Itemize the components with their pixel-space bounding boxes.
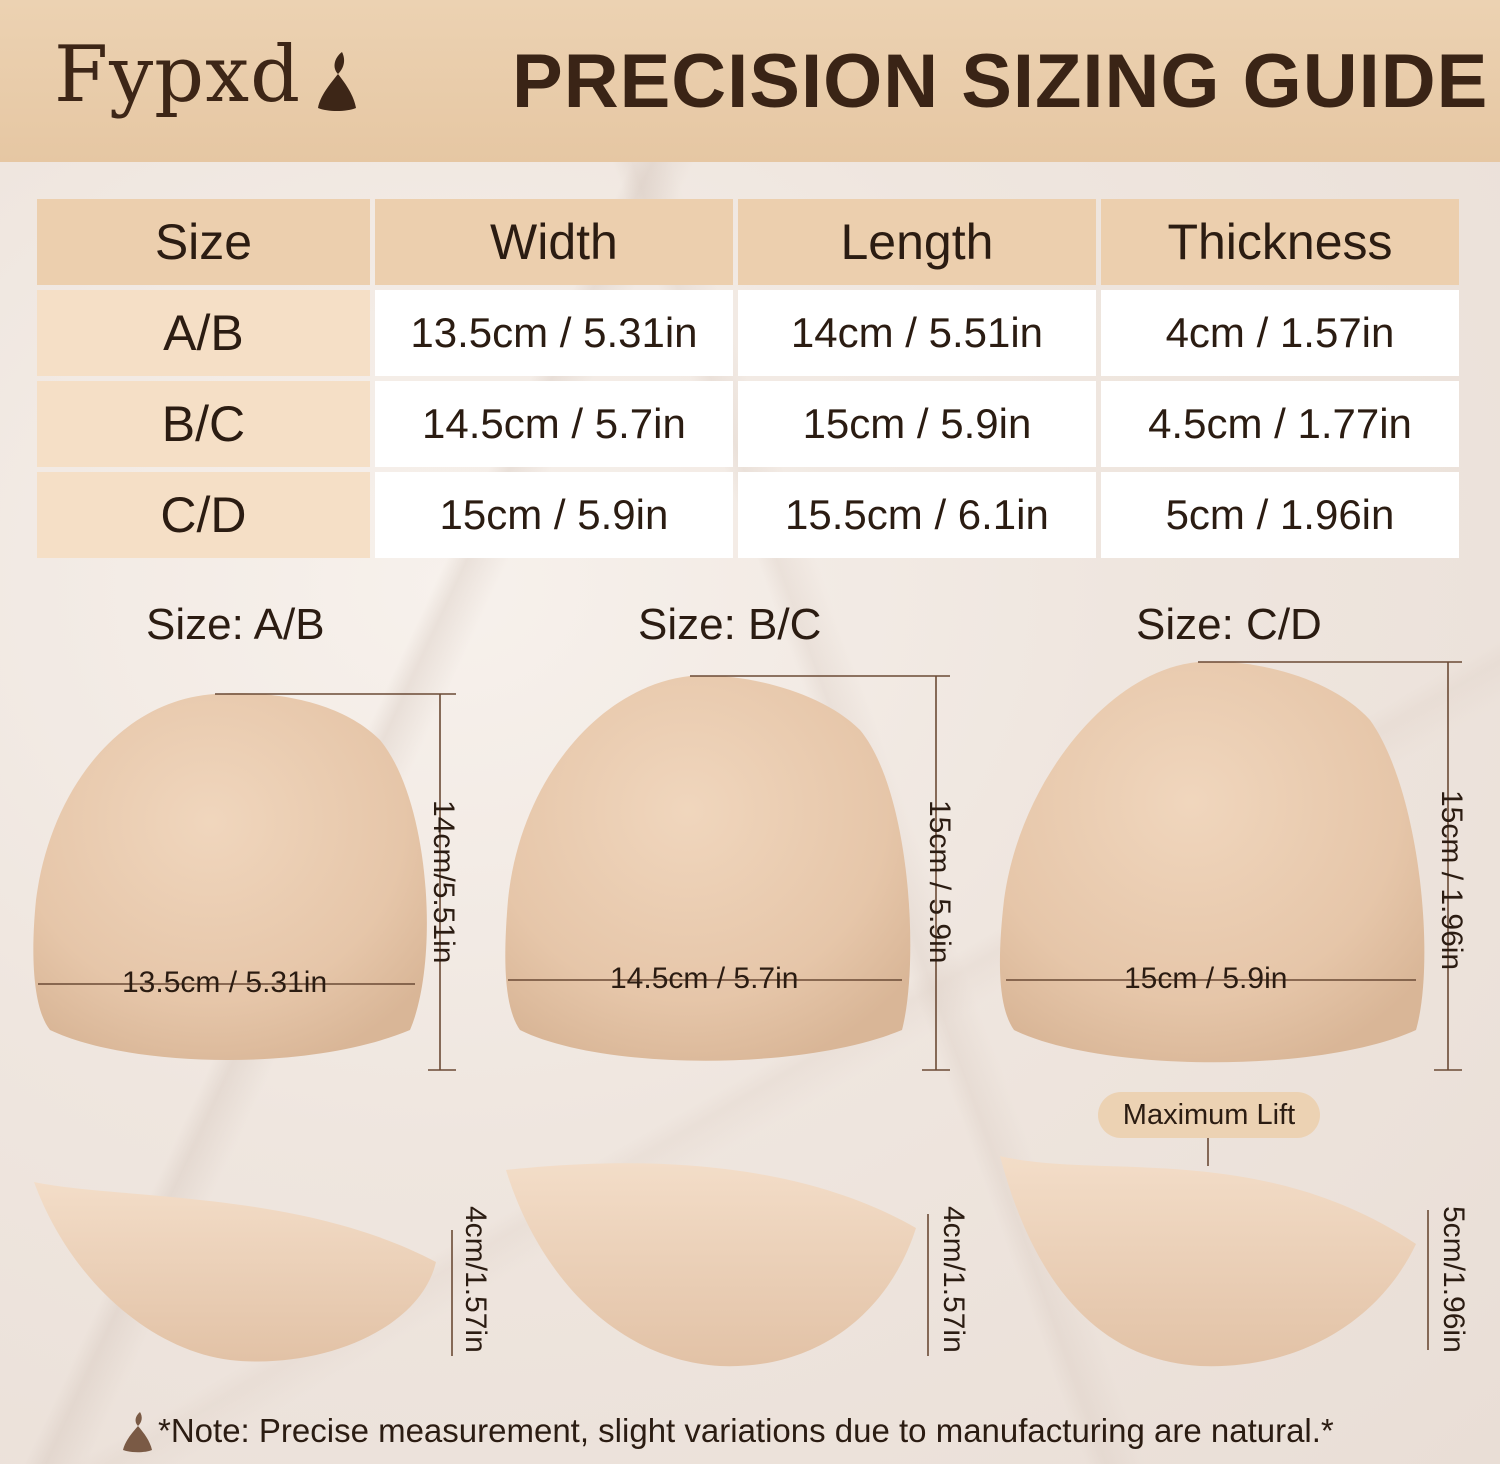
footnote: *Note: Precise measurement, slight varia… [158,1412,1334,1449]
cup-label-bc: Size: B/C [638,600,822,649]
height-label-cd: 15cm / 1.96in [1435,790,1468,971]
brand-logo: Fypxd [54,30,302,120]
thickness-cell: 5cm / 1.96in [1100,472,1459,558]
size-table: Size Width Length Thickness A/B 13.5cm /… [32,194,1464,563]
width-label-ab: 13.5cm / 5.31in [122,966,328,999]
width-cell: 15cm / 5.9in [374,472,733,558]
pad-side-bc [506,1163,916,1367]
pad-front-bc [505,675,911,1061]
pad-front-ab [33,693,427,1061]
thickness-label-bc: 4cm/1.57in [937,1206,970,1353]
length-cell: 15.5cm / 6.1in [737,472,1096,558]
thickness-cell: 4.5cm / 1.77in [1100,381,1459,467]
cup-label-cd: Size: C/D [1136,600,1322,649]
width-label-bc: 14.5cm / 5.7in [610,962,799,995]
maximum-lift-badge: Maximum Lift [1098,1092,1320,1138]
thickness-label-ab: 4cm/1.57in [459,1206,492,1353]
leaf-drop-icon [318,52,356,111]
pad-side-cd [1000,1156,1416,1367]
header-thickness: Thickness [1100,199,1459,285]
size-cell: C/D [37,472,370,558]
header-size: Size [37,199,370,285]
thickness-label-cd: 5cm/1.96in [1437,1206,1470,1353]
length-cell: 14cm / 5.51in [737,290,1096,376]
header-length: Length [737,199,1096,285]
size-cell: A/B [37,290,370,376]
pad-front-cd [999,661,1425,1063]
header-width: Width [374,199,733,285]
table-row: C/D 15cm / 5.9in 15.5cm / 6.1in 5cm / 1.… [37,472,1459,558]
page-title: PRECISION SIZING GUIDE [512,39,1489,124]
table-row: B/C 14.5cm / 5.7in 15cm / 5.9in 4.5cm / … [37,381,1459,467]
size-cell: B/C [37,381,370,467]
width-cell: 13.5cm / 5.31in [374,290,733,376]
table-row: A/B 13.5cm / 5.31in 14cm / 5.51in 4cm / … [37,290,1459,376]
table-header-row: Size Width Length Thickness [37,199,1459,285]
thickness-cell: 4cm / 1.57in [1100,290,1459,376]
width-cell: 14.5cm / 5.7in [374,381,733,467]
leaf-drop-icon [123,1412,152,1453]
pad-side-ab [34,1182,436,1362]
height-label-bc: 15cm / 5.9in [923,800,956,964]
height-label-ab: 14cm/5.51in [427,800,460,964]
length-cell: 15cm / 5.9in [737,381,1096,467]
cup-label-ab: Size: A/B [146,600,325,649]
header-banner: Fypxd PRECISION SIZING GUIDE [0,0,1500,162]
width-label-cd: 15cm / 5.9in [1124,962,1288,995]
